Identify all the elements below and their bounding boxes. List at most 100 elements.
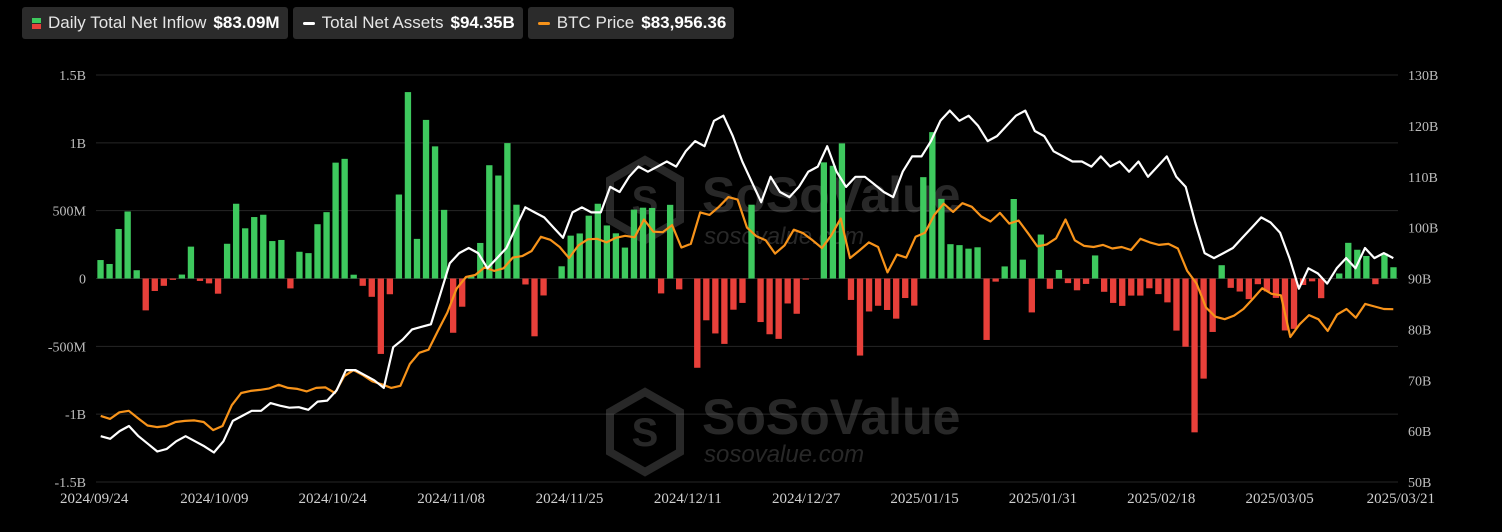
inflow-bar — [359, 278, 366, 286]
watermark-bottom: S SoSoValue sosovalue.com — [606, 387, 960, 477]
inflow-bar — [1200, 278, 1207, 379]
y-left-tick-label: 500M — [53, 205, 87, 220]
inflow-bar — [802, 278, 809, 280]
inflow-bar — [739, 278, 746, 303]
y-left-tick-label: -500M — [48, 340, 87, 355]
inflow-bar — [1128, 278, 1135, 296]
inflow-bar — [703, 278, 710, 321]
x-tick-label: 2025/02/18 — [1127, 491, 1195, 507]
assets-line-swatch-icon — [302, 21, 315, 25]
inflow-bar — [748, 204, 755, 279]
svg-text:S: S — [632, 411, 659, 455]
x-tick-label: 2025/01/31 — [1009, 491, 1077, 507]
inflow-bar — [1372, 278, 1379, 285]
inflow-bar — [1146, 278, 1153, 289]
inflow-bar — [784, 278, 791, 304]
y-right-tick-label: 120B — [1408, 120, 1438, 135]
inflow-bar — [874, 278, 882, 306]
y-right-tick-label: 130B — [1408, 69, 1438, 84]
inflow-bar — [666, 204, 674, 279]
y-right-tick-label: 80B — [1408, 323, 1431, 338]
y-left-tick-label: 1.5B — [59, 69, 86, 84]
inflow-bar — [594, 203, 601, 279]
inflow-bar — [1010, 198, 1017, 279]
inflow-bar — [648, 207, 656, 279]
inflow-bar — [621, 247, 629, 279]
inflow-bar — [766, 278, 773, 335]
inflow-bar — [296, 251, 303, 279]
inflow-bar — [214, 278, 222, 294]
x-tick-label: 2024/11/25 — [536, 491, 604, 507]
chart-legend: Daily Total Net Inflow $83.09M Total Net… — [22, 7, 735, 39]
watermark-logo-icon: S — [606, 387, 684, 477]
y-right-tick-label: 60B — [1408, 425, 1431, 440]
inflow-bar — [911, 278, 918, 306]
inflow-bar — [603, 225, 611, 279]
btc-price-line — [100, 196, 1394, 432]
inflow-bar — [287, 278, 294, 289]
legend-inflow-label: Daily Total Net Inflow — [48, 13, 207, 32]
inflow-bar — [187, 246, 195, 279]
watermark-top: S SoSoValue sosovalue.com — [606, 155, 960, 250]
inflow-bar — [160, 278, 167, 286]
inflow-bar — [775, 278, 782, 339]
watermark: S SoSoValue sosovalue.com S SoSoValue so… — [606, 155, 960, 477]
inflow-bar — [1281, 278, 1289, 331]
inflow-bar — [468, 276, 475, 279]
inflow-bar — [377, 278, 384, 354]
inflow-bar — [1091, 255, 1099, 279]
y-left-tick-label: 1B — [70, 137, 86, 152]
inflow-bar — [793, 278, 800, 314]
inflow-bar — [495, 175, 502, 279]
inflow-bar — [332, 162, 339, 279]
watermark-url-bottom: sosovalue.com — [704, 441, 864, 468]
inflow-bar — [983, 278, 990, 340]
inflow-bar — [947, 244, 954, 279]
inflow-bar — [1055, 269, 1063, 279]
inflow-bar — [133, 270, 140, 279]
inflow-bar — [513, 204, 520, 279]
inflow-bar — [205, 278, 213, 284]
inflow-bar — [1100, 278, 1108, 292]
inflow-bar — [1110, 278, 1117, 303]
grid-lines — [96, 74, 1398, 483]
legend-inflow[interactable]: Daily Total Net Inflow $83.09M — [22, 7, 288, 39]
legend-inflow-value: $83.09M — [213, 13, 280, 32]
inflow-bar — [721, 278, 728, 344]
legend-assets[interactable]: Total Net Assets $94.35B — [292, 7, 523, 39]
inflow-swatch-icon — [32, 17, 41, 29]
inflow-bar — [1236, 278, 1243, 292]
inflow-bar — [115, 228, 122, 279]
inflow-bar — [820, 162, 828, 279]
inflow-bar — [142, 278, 149, 311]
y-right-tick-label: 70B — [1408, 374, 1431, 389]
inflow-bar — [440, 209, 448, 279]
inflow-bar — [368, 278, 375, 297]
inflow-bar — [757, 278, 764, 323]
inflow-bar — [1272, 278, 1280, 298]
inflow-bar — [1263, 278, 1271, 292]
inflow-bar — [269, 241, 276, 279]
inflow-bar — [838, 143, 846, 279]
legend-btc-label: BTC Price — [556, 13, 635, 32]
inflow-bar — [278, 239, 285, 279]
inflow-bar — [612, 233, 620, 279]
inflow-bar — [196, 278, 204, 281]
inflow-bar — [1073, 278, 1081, 291]
inflow-bar — [1218, 265, 1225, 279]
x-tick-label: 2024/12/11 — [654, 491, 722, 507]
inflow-bar — [251, 217, 258, 279]
inflow-bar — [847, 278, 855, 300]
inflow-bar — [1254, 278, 1262, 285]
inflow-bar — [902, 278, 909, 299]
legend-btc-value: $83,956.36 — [641, 13, 727, 32]
inflow-bar — [1046, 278, 1054, 289]
inflow-bar — [730, 278, 737, 310]
inflow-bar — [676, 278, 683, 290]
x-tick-label: 2024/10/09 — [180, 491, 248, 507]
legend-btc[interactable]: BTC Price $83,956.36 — [527, 7, 735, 39]
inflow-bar — [639, 207, 647, 279]
inflow-bar — [305, 253, 312, 279]
inflow-bar — [1317, 278, 1325, 299]
